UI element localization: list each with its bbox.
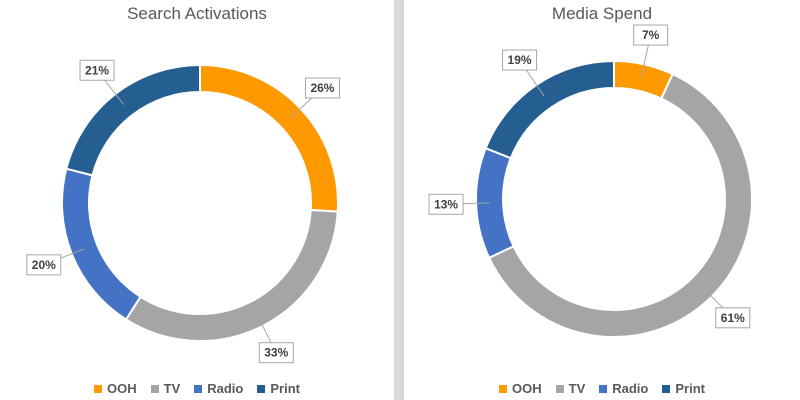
data-label-box [258, 342, 294, 364]
chart-legend: OOH TV Radio Print [404, 381, 800, 396]
data-label-text: 20% [32, 258, 56, 272]
legend-item-ooh: OOH [94, 381, 137, 396]
data-label-box [304, 77, 340, 99]
data-label-text: 26% [310, 81, 334, 95]
data-label-ooh: 26% [304, 77, 340, 99]
donut-slice-tv [124, 208, 339, 342]
data-label-text: 61% [721, 311, 745, 325]
legend-swatch-tv [555, 384, 564, 393]
legend-item-radio: Radio [194, 381, 243, 396]
data-label-tv: 61% [715, 307, 751, 329]
donut-chart-search-activations: 26% 33% 20% 21% [26, 59, 340, 364]
legend-item-print: Print [257, 381, 300, 396]
data-label-box [428, 193, 464, 215]
data-label-text: 7% [642, 28, 660, 42]
legend-label: OOH [512, 381, 542, 396]
data-label-radio: 20% [26, 254, 62, 276]
panel-divider [394, 0, 404, 400]
legend-swatch-ooh [499, 384, 507, 393]
data-label-box [633, 24, 669, 46]
legend-swatch-print [662, 384, 671, 393]
data-label-text: 21% [85, 63, 109, 77]
donut-slice-radio [61, 167, 142, 321]
legend-label: TV [163, 381, 181, 396]
legend-swatch-radio [599, 384, 608, 393]
donut-slice-tv [487, 72, 753, 338]
legend-item-tv: TV [555, 381, 586, 396]
legend-label: Radio [612, 381, 649, 396]
data-label-ooh: 7% [633, 24, 669, 46]
data-label-print: 19% [502, 49, 538, 71]
data-label-radio: 13% [428, 193, 464, 215]
data-label-box [715, 307, 751, 329]
chart-panel-search-activations: Search Activations 26% 33% 20% 21% OOH TV R… [0, 0, 394, 400]
chart-title: Media Spend [551, 4, 653, 23]
data-label-box [26, 254, 62, 276]
chart-panel-media-spend: Media Spend 7% 61% 13% 19% OOH TV Radio Pri… [404, 0, 800, 400]
donut-chart-media-spend: 7% 61% 13% 19% [428, 24, 753, 338]
data-label-print: 21% [79, 59, 115, 81]
donut-slice-print [484, 59, 615, 160]
legend-swatch-ooh [94, 384, 102, 393]
data-label-text: 33% [264, 346, 288, 360]
chart-legend: OOH TV Radio Print [0, 381, 394, 396]
data-label-text: 19% [508, 53, 532, 67]
legend-label: Print [675, 381, 705, 396]
legend-item-radio: Radio [599, 381, 648, 396]
data-label-box [502, 49, 538, 71]
legend-label: OOH [107, 381, 137, 396]
legend-item-tv: TV [150, 381, 181, 396]
data-label-tv: 33% [258, 342, 294, 364]
legend-swatch-radio [194, 384, 203, 393]
chart-title: Search Activations [127, 4, 267, 23]
legend-label: Radio [207, 381, 244, 396]
legend-item-ooh: OOH [499, 381, 542, 396]
legend-item-print: Print [662, 381, 705, 396]
legend-label: Print [270, 381, 300, 396]
legend-label: TV [568, 381, 586, 396]
legend-swatch-print [257, 384, 266, 393]
data-label-text: 13% [434, 197, 458, 211]
donut-slice-print [65, 63, 201, 177]
data-label-box [79, 59, 115, 81]
legend-swatch-tv [150, 384, 159, 393]
